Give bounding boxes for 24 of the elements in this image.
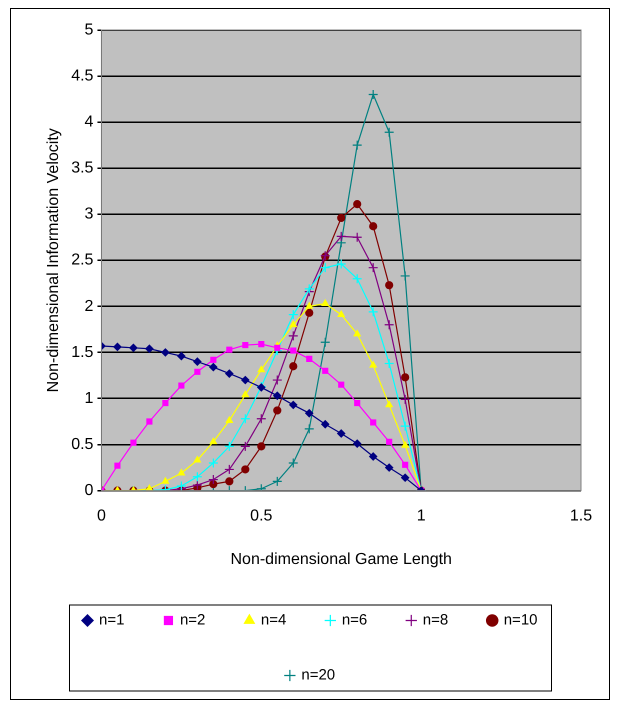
legend-label: n=2	[180, 612, 206, 629]
y-tick-label: 3.5	[71, 160, 94, 177]
y-tick-label: 4	[84, 114, 94, 131]
legend-label: n=10	[504, 612, 538, 629]
y-tick-label: 0.5	[71, 436, 94, 453]
y-tick-label: 2	[84, 298, 94, 315]
y-tick-label: 1	[84, 390, 94, 407]
legend-label: n=6	[342, 612, 368, 629]
y-tick-label: 1.5	[71, 344, 94, 361]
legend-label: n=8	[422, 612, 448, 629]
legend-label: n=4	[260, 612, 286, 629]
x-axis-title: Non-dimensional Game Length	[230, 550, 452, 568]
y-tick-label: 0	[84, 482, 94, 500]
x-tick-label: 0	[96, 508, 106, 525]
y-axis-title: Non-dimensional Information Velocity	[45, 128, 62, 392]
legend-label: n=1	[98, 612, 124, 629]
x-tick-label: 1.5	[570, 508, 592, 525]
y-tick-label: 3	[84, 206, 94, 223]
x-tick-label: 1	[416, 508, 426, 525]
y-tick-label: 5	[84, 21, 94, 38]
y-tick-label: 4.5	[71, 67, 94, 84]
y-tick-label: 2.5	[71, 252, 94, 269]
legend-label: n=20	[301, 666, 336, 684]
x-tick-label: 0.5	[250, 508, 273, 525]
